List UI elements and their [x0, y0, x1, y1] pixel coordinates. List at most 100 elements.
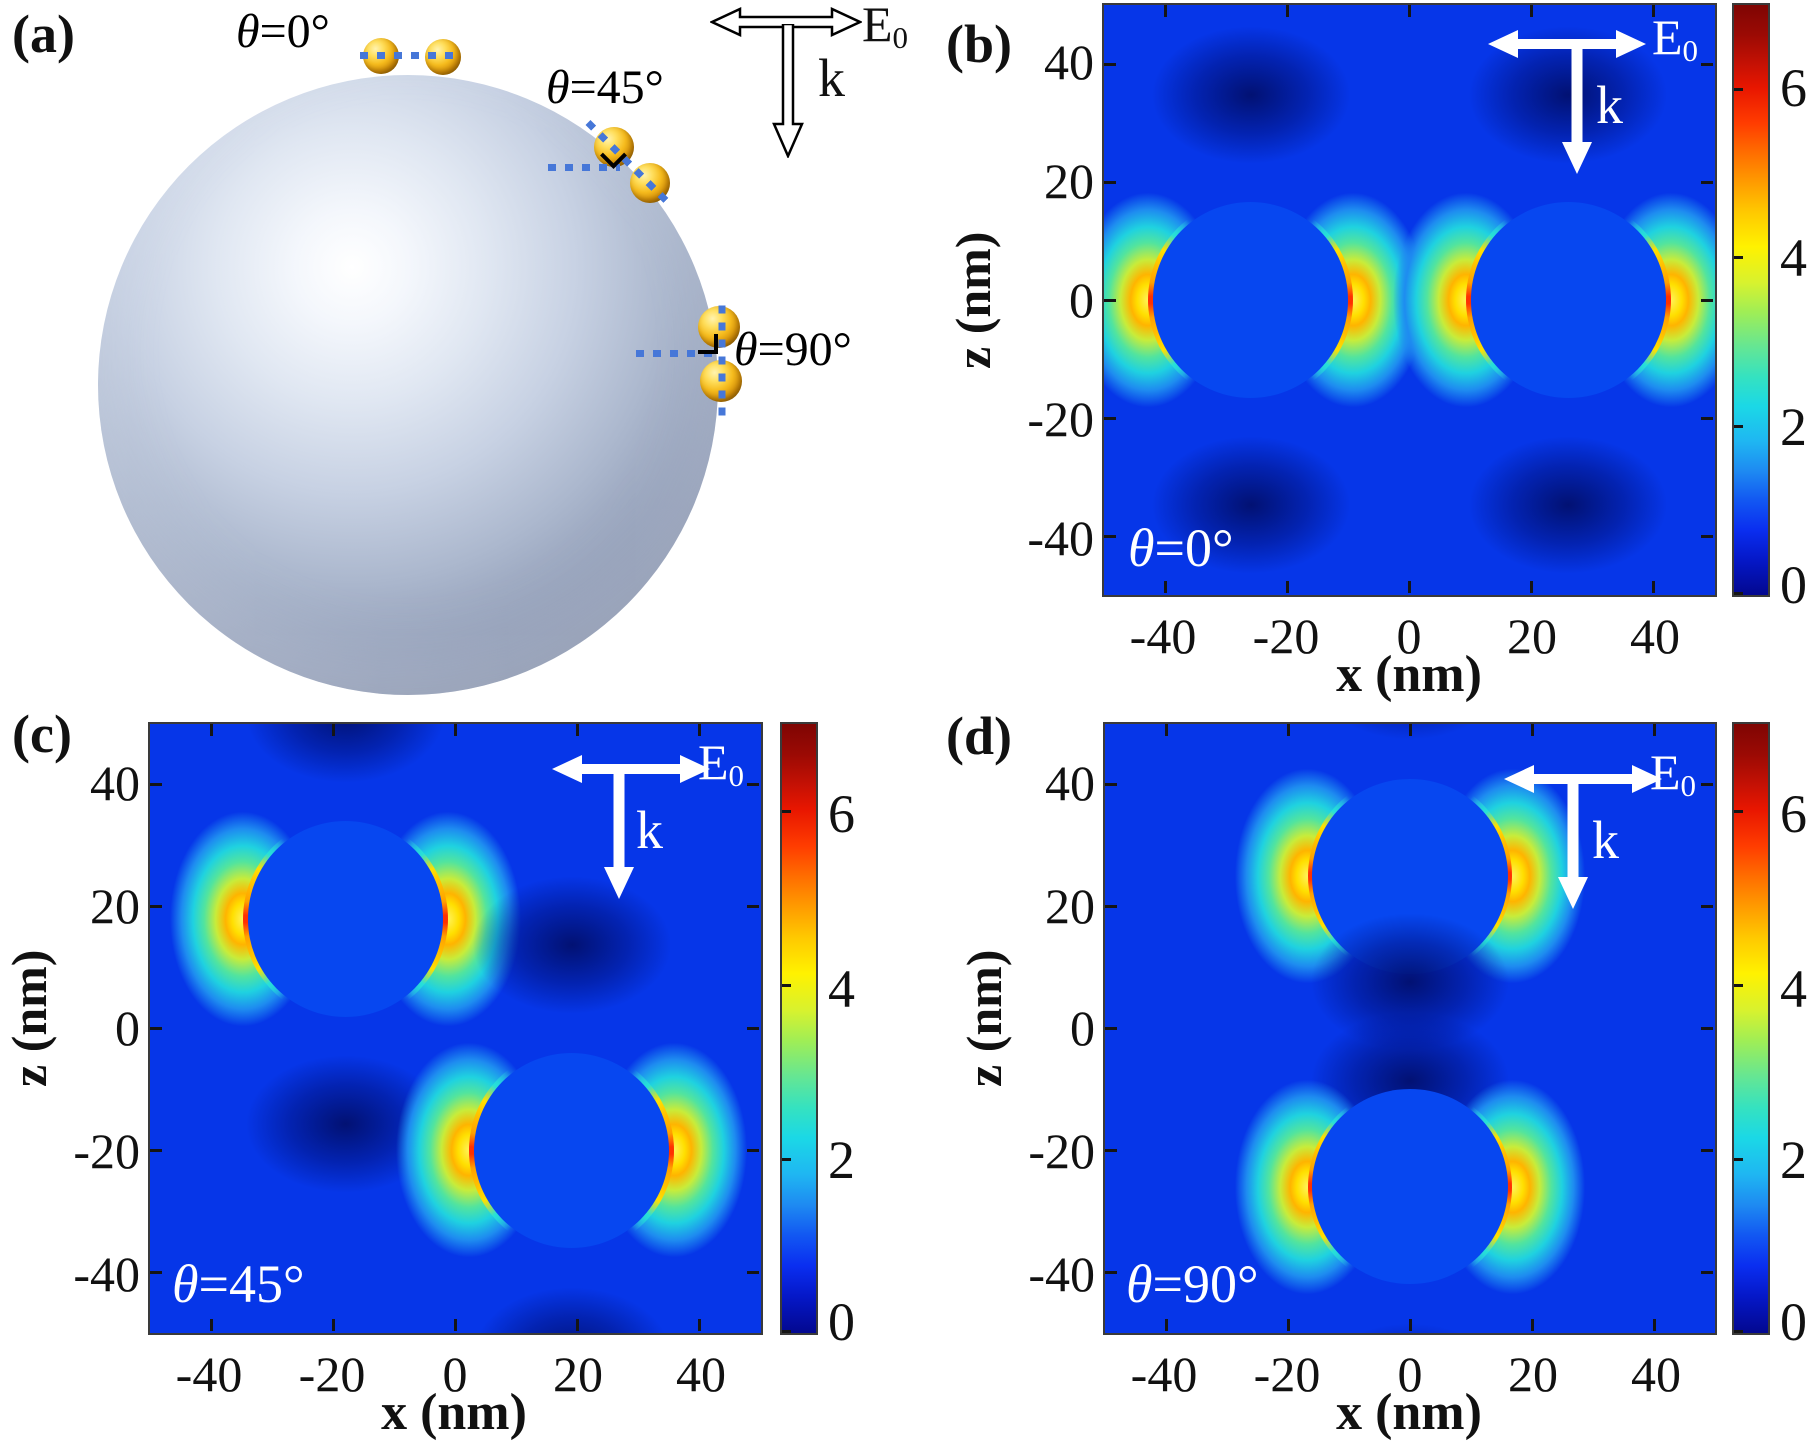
E0-label: E0	[862, 0, 909, 55]
field-hm-tick	[1286, 724, 1290, 736]
field-hm-plume	[1283, 993, 1537, 1170]
x-tick: -40	[1129, 608, 1197, 664]
colorbar-tick-mark	[1734, 592, 1743, 595]
theta-symbol: θ	[236, 5, 260, 58]
field-hm-tick	[209, 1319, 213, 1331]
field-hm-tick	[1530, 1319, 1534, 1331]
field-hm-plume	[444, 857, 699, 1033]
field-hm-tick	[454, 1319, 457, 1331]
colorbar-tick: 0	[828, 1292, 855, 1352]
field-hm-tick	[1408, 5, 1411, 17]
E0-double-arrow-icon	[710, 7, 862, 37]
x-tick: 20	[1508, 1346, 1558, 1402]
field-hm-plume	[218, 1036, 473, 1213]
field-hm-tick	[1408, 581, 1411, 593]
field-hm-tick	[1164, 1319, 1168, 1331]
x-axis-label: x (nm)	[381, 1384, 527, 1441]
field-hm-glow	[591, 1028, 758, 1273]
silver-microsphere	[98, 75, 718, 695]
x-tick: -20	[298, 1346, 366, 1402]
field-hm-plume	[1283, 894, 1537, 1070]
E0-label: E0	[1652, 9, 1699, 68]
field-hm-tick	[1105, 1270, 1117, 1274]
field-hm-tick	[1105, 783, 1117, 787]
field-hm-tick	[1286, 1319, 1290, 1331]
x-tick: -40	[175, 1346, 243, 1402]
E0-label: E0	[698, 734, 745, 793]
colorbar-tick-mark	[1734, 256, 1743, 260]
field-hm-plume	[1441, 417, 1696, 594]
colorbar-tick: 6	[1780, 784, 1807, 844]
y-tick: 0	[1070, 1000, 1095, 1056]
field-hm-tick	[747, 1270, 759, 1274]
field-hm-tick	[1652, 581, 1656, 593]
field-hm-glow	[385, 1028, 552, 1273]
colorbar-tick-mark	[782, 1157, 791, 1161]
x-tick: 0	[1396, 608, 1422, 664]
y-axis-label: z (nm)	[956, 949, 1012, 1087]
field-hm-tick	[150, 1270, 162, 1274]
field-hm-tick	[331, 724, 335, 736]
colorbar-tick-mark	[1734, 87, 1743, 91]
k-arrow-icon	[772, 24, 804, 158]
field-hm-tick	[1701, 180, 1713, 184]
y-tick: -40	[1028, 1246, 1095, 1302]
colorbar-tick: 2	[1780, 1130, 1807, 1190]
colorbar-tick-mark	[782, 1330, 791, 1333]
y-tick: 20	[1044, 153, 1094, 209]
field-hm-tick	[1285, 581, 1289, 593]
colorbar-tick: 0	[1780, 555, 1807, 615]
field-hm-tick	[150, 905, 162, 909]
y-tick: -20	[1028, 1123, 1095, 1179]
field-hm-tick	[1104, 180, 1116, 184]
y-tick: 40	[1045, 755, 1095, 811]
field-hm-plume	[444, 1267, 699, 1333]
y-tick: 20	[1045, 878, 1095, 934]
y-tick: -40	[1027, 510, 1094, 566]
k-label: k	[636, 800, 663, 860]
colorbar-tick: 2	[828, 1130, 855, 1190]
field-hm-tick	[1104, 298, 1116, 302]
y-tick: 20	[90, 878, 140, 934]
field-hm-glow	[365, 796, 532, 1042]
colorbar-tick-mark	[1734, 1330, 1743, 1333]
field-hm-tick	[1701, 1148, 1713, 1152]
field-hm-tick	[150, 1148, 162, 1152]
heatmap-theta-45: θ=45° E0 k	[148, 722, 763, 1335]
x-tick: 40	[676, 1346, 726, 1402]
x-axis-label: x (nm)	[1336, 1384, 1482, 1441]
panel-b-label: (b)	[946, 14, 1012, 74]
field-hm-tick	[1104, 416, 1116, 420]
theta-symbol: θ	[734, 323, 758, 376]
field-hm-tick	[1701, 905, 1713, 909]
field-hm-tick	[576, 724, 580, 736]
field-hm-tick	[1104, 534, 1116, 538]
k-label: k	[818, 48, 845, 108]
annotation-theta-45: θ=45°	[546, 61, 664, 114]
y-tick: 40	[90, 755, 140, 811]
field-hm-tick	[1701, 783, 1713, 787]
colorbar	[1732, 722, 1770, 1335]
field-hm-glow	[1270, 177, 1437, 423]
colorbar-tick-mark	[1734, 424, 1743, 428]
field-hm-core	[247, 821, 444, 1017]
E0-double-arrow-icon	[552, 755, 710, 783]
field-hm-tick	[1285, 5, 1289, 17]
colorbar-tick-mark	[782, 809, 791, 813]
horizontal-guide	[636, 350, 718, 357]
field-hm-core	[1470, 202, 1667, 398]
field-hm-core	[1152, 202, 1349, 398]
field-hm-tick	[454, 724, 457, 736]
y-axis-label: z (nm)	[1, 949, 57, 1087]
field-hm-tick	[1105, 1148, 1117, 1152]
colorbar-tick-mark	[1734, 1157, 1743, 1161]
heatmap-annotation: θ=90°	[1126, 1254, 1259, 1314]
field-hm-tick	[698, 1319, 702, 1331]
colorbar	[1732, 3, 1770, 597]
k-label: k	[1596, 75, 1623, 135]
field-hm-tick	[1105, 905, 1117, 909]
field-hm-tick	[1701, 62, 1713, 66]
horizontal-guide	[548, 164, 620, 171]
panel-d-label: (d)	[946, 706, 1012, 766]
